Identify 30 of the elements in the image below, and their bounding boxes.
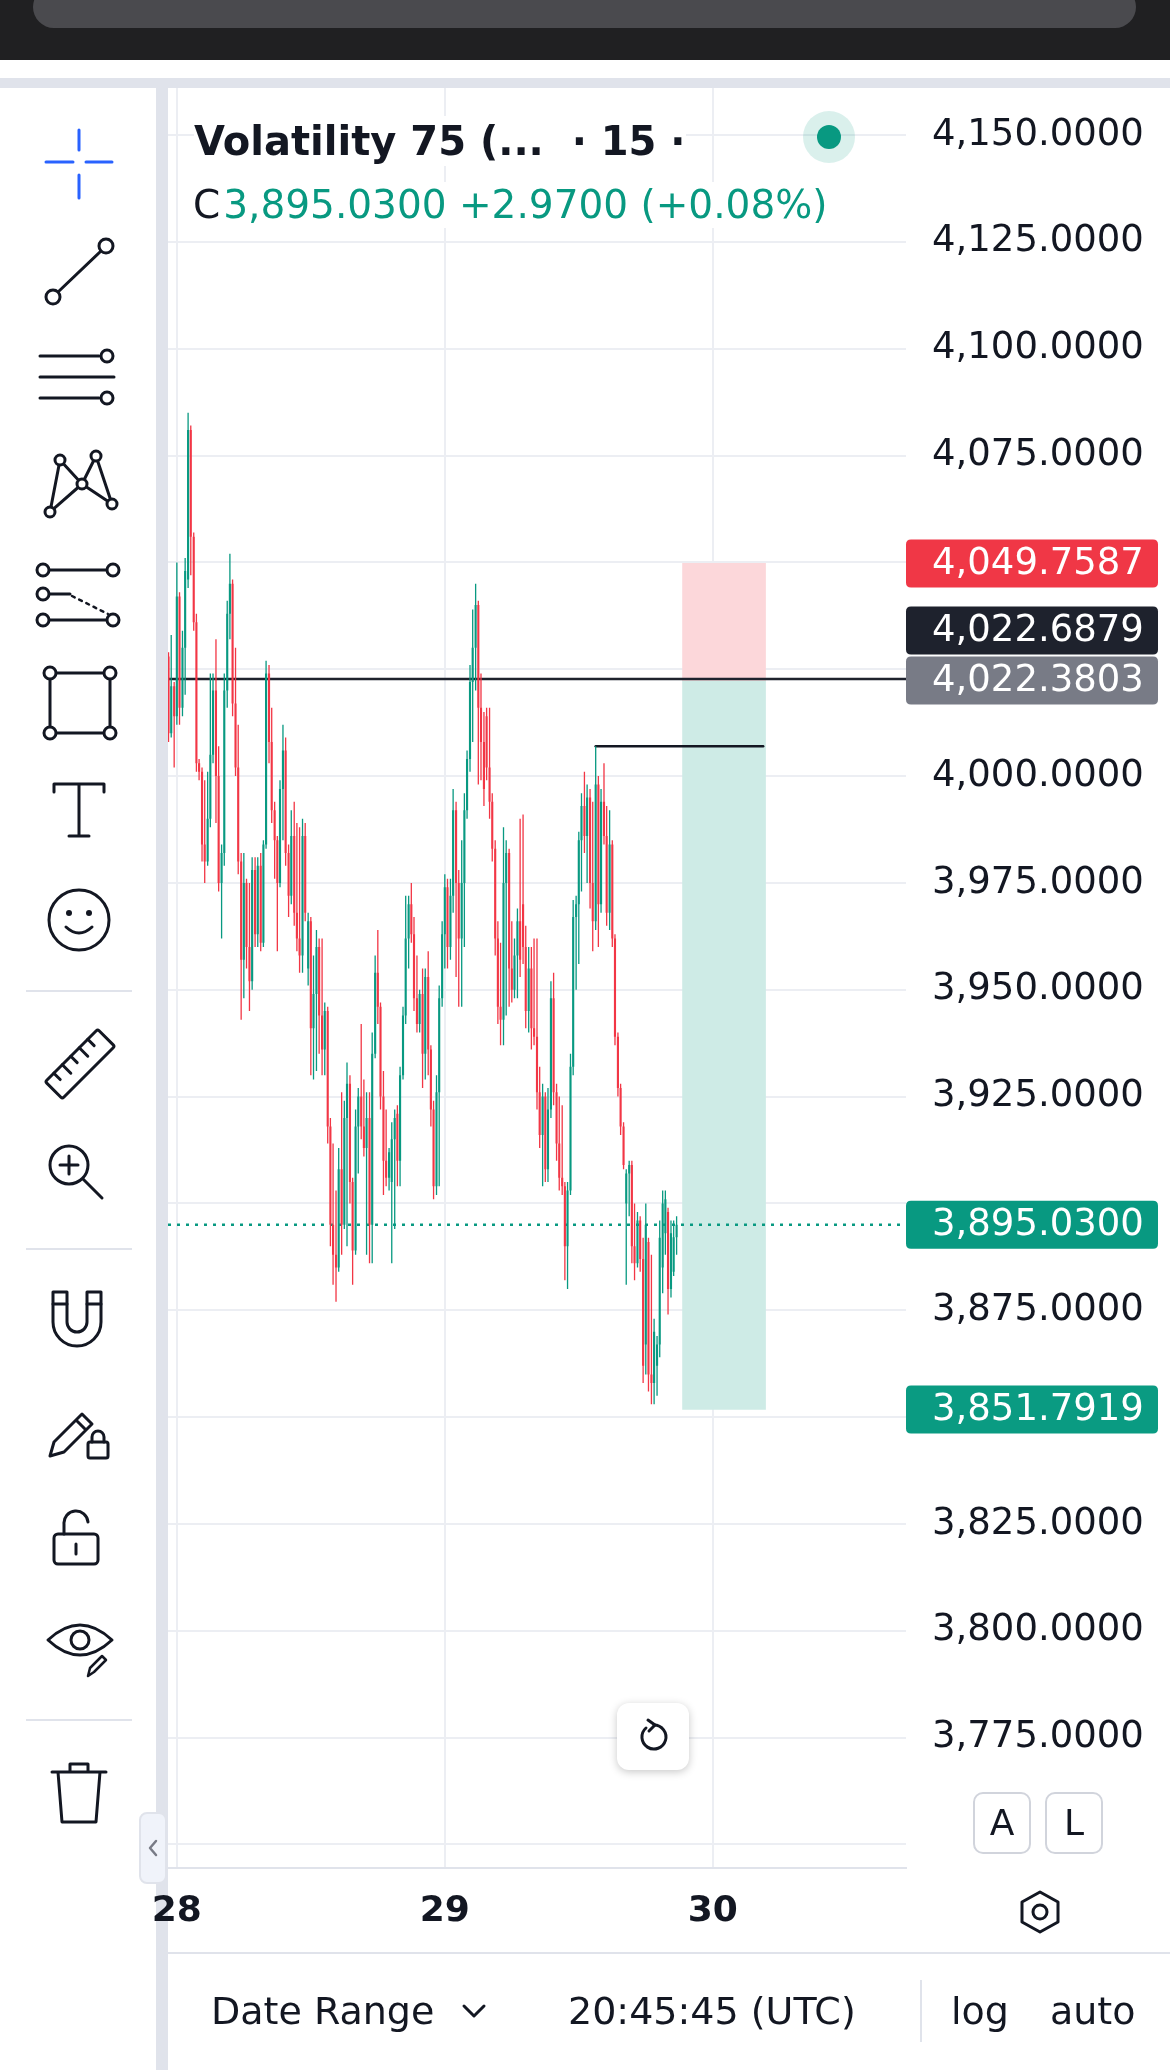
text: C3,895.0300 +2.9700 (+0.08%) [193, 182, 828, 228]
text: 4,022.3803 [932, 657, 1144, 701]
x-tick-label: 30 [687, 1887, 738, 1929]
candlestick [586, 784, 589, 883]
y-tick-label: 3,950.0000 [932, 965, 1144, 1009]
y-tick-label: 3,800.0000 [932, 1606, 1144, 1650]
text: 3,851.7919 [932, 1386, 1144, 1430]
x-tick-label: 28 [151, 1887, 202, 1929]
text: auto [1050, 1988, 1136, 2034]
y-tick-label: 4,150.0000 [932, 110, 1144, 154]
y-tick-label: 3,925.0000 [932, 1072, 1144, 1116]
text: 20:45:45 (UTC) [568, 1988, 856, 2034]
y-tick-label: 4,125.0000 [932, 217, 1144, 261]
candlestick [519, 818, 522, 977]
y-tick-label: 4,075.0000 [932, 431, 1144, 475]
text: log [951, 1988, 1009, 2034]
y-tick-label: 4,100.0000 [932, 324, 1144, 368]
y-tick-label: 3,975.0000 [932, 858, 1144, 902]
y-tick-label: 3,775.0000 [932, 1713, 1144, 1757]
text: 4,049.7587 [932, 540, 1144, 584]
ref-line-label: 4,022.6879 [932, 607, 1144, 651]
x-tick-label: 29 [419, 1887, 470, 1929]
ref-line-label: 3,895.0300 [932, 1201, 1144, 1245]
text: Volatility 75 (... · 15 · [194, 116, 686, 166]
y-tick-label: 3,825.0000 [932, 1499, 1144, 1543]
toggle-button: A [973, 1792, 1031, 1854]
y-tick-label: 3,875.0000 [932, 1285, 1144, 1329]
y-tick-label: 4,000.0000 [932, 751, 1144, 795]
text: Date Range [211, 1988, 435, 2034]
toggle-button: L [1045, 1792, 1103, 1854]
